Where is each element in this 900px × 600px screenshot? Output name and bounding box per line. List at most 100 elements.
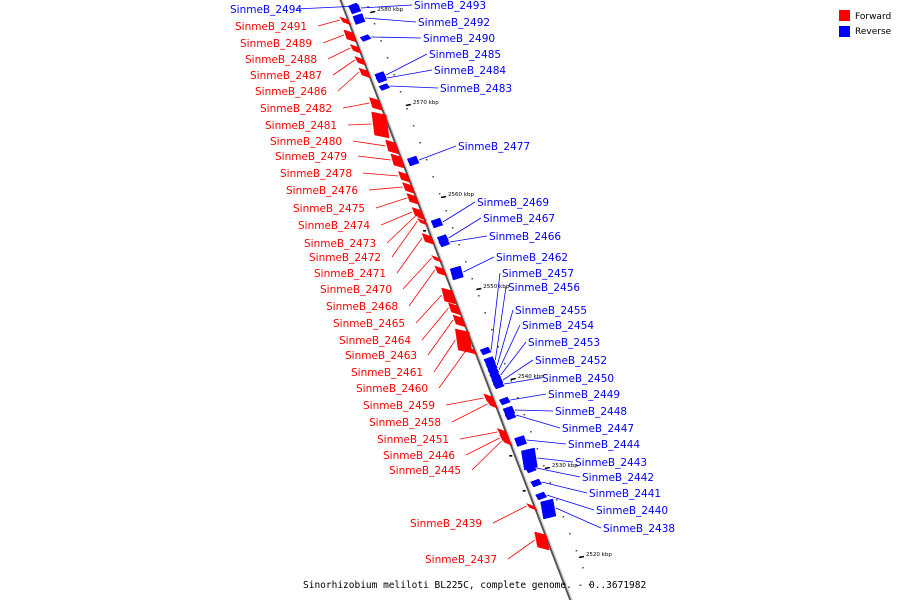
scale-dot [412, 125, 415, 127]
gene-body [514, 435, 527, 447]
forward-gene-arrow [525, 502, 539, 512]
reverse-gene-label: SinmeB_2454 [522, 320, 594, 332]
reverse-gene-label: SinmeB_2455 [515, 305, 587, 317]
tick-mark [440, 195, 447, 199]
reverse-gene-label: SinmeB_2490 [423, 33, 495, 45]
reverse-leader-line [541, 481, 588, 494]
forward-gene-label: SinmeB_2437 [425, 554, 497, 566]
reverse-leader-line [389, 85, 439, 89]
gene-body [414, 212, 427, 222]
forward-gene-label: SinmeB_2479 [275, 151, 347, 163]
forward-gene-arrow [465, 346, 479, 356]
reverse-gene-arrow [504, 411, 517, 421]
reverse-gene-label: SinmeB_2444 [568, 439, 640, 451]
scale-dot [569, 533, 571, 535]
forward-gene-label: SinmeB_2446 [383, 450, 455, 462]
forward-leader-line [375, 197, 407, 209]
forward-gene-label: SinmeB_2478 [280, 168, 352, 180]
reverse-leader-line [515, 414, 561, 429]
reverse-leader-line [463, 256, 495, 273]
gene-body [492, 380, 505, 390]
reverse-leader-line [496, 309, 514, 366]
forward-leader-line [427, 319, 454, 356]
scale-dot [445, 210, 447, 212]
forward-gene-arrow [452, 314, 466, 328]
reverse-leader-line [500, 341, 527, 376]
scale-dot [536, 448, 539, 450]
reverse-gene-arrow [498, 396, 511, 406]
forward-gene-arrow [397, 171, 411, 183]
gene-body [390, 153, 405, 169]
reverse-gene-label: SinmeB_2466 [489, 231, 561, 243]
tick-marks: 2580 kbp 2570 kbp 2560 kbp 2550 kbp 2540 kbp… [348, 6, 612, 586]
forward-leader-line [451, 403, 488, 423]
forward-gene-label: SinmeB_2458 [369, 417, 441, 429]
forward-gene-arrow [434, 265, 448, 277]
gene-body [348, 3, 362, 15]
reverse-gene-label: SinmeB_2447 [562, 423, 634, 435]
scale-dot [438, 193, 441, 195]
genome-caption: Sinorhizobium meliloti BL225C, complete … [303, 580, 646, 591]
gene-body [354, 56, 367, 66]
gene-body [448, 302, 462, 316]
genome-backbone [339, 0, 573, 600]
reverse-gene-label: SinmeB_2469 [477, 197, 549, 209]
scale-dot [380, 40, 382, 42]
forward-gene-arrow [339, 16, 352, 26]
reverse-leader-line [536, 467, 581, 478]
gene-body [343, 29, 357, 43]
tick-mark [476, 287, 482, 291]
forward-gene-label: SinmeB_2482 [260, 103, 332, 115]
forward-leader-line [438, 349, 467, 389]
forward-gene-label: SinmeB_2468 [326, 301, 398, 313]
forward-leader-line [332, 59, 356, 76]
reverse-gene-arrow [514, 435, 527, 447]
forward-leader-line [352, 140, 386, 147]
forward-leader-line [368, 186, 403, 191]
feature-marker [509, 455, 513, 457]
scale-dot [562, 516, 565, 518]
reverse-gene-arrow [438, 238, 451, 248]
reverse-gene-label: SinmeB_2494 [230, 4, 302, 16]
gene-body [498, 396, 511, 406]
reverse-gene-label: SinmeB_2448 [555, 406, 627, 418]
forward-gene-label: SinmeB_2471 [314, 268, 386, 280]
forward-gene-label: SinmeB_2476 [286, 185, 358, 197]
forward-gene-arrow [385, 139, 400, 155]
forward-leader-line [327, 47, 351, 60]
legend-reverse-label: Reverse [855, 27, 892, 37]
forward-gene-arrow [534, 531, 550, 551]
forward-leader-line [492, 505, 527, 524]
leader-lines [295, 4, 602, 560]
forward-leader-line [342, 102, 370, 109]
forward-gene-label: SinmeB_2487 [250, 70, 322, 82]
reverse-leader-line [504, 377, 541, 385]
gene-body [416, 217, 429, 227]
forward-gene-arrow [402, 182, 416, 194]
gene-body [352, 13, 366, 25]
gene-body [430, 217, 444, 229]
reverse-gene-label: SinmeB_2449 [548, 389, 620, 401]
tick-mark [510, 377, 516, 381]
forward-leader-line [337, 71, 360, 92]
reverse-gene-arrow [492, 380, 505, 390]
forward-leader-line [380, 211, 413, 226]
gene-body [500, 437, 514, 447]
reverse-gene-arrow [375, 74, 388, 84]
forward-gene-arrow [483, 393, 497, 405]
forward-leader-line [408, 269, 436, 307]
forward-gene-label: SinmeB_2459 [363, 400, 435, 412]
forward-leader-line [402, 257, 432, 290]
tick-label: 2530 kbp [552, 463, 578, 469]
tick-label: 2580 kbp [377, 7, 403, 13]
reverse-gene-label: SinmeB_2438 [603, 523, 675, 535]
forward-leader-line [471, 440, 502, 471]
scale-dot [471, 278, 473, 280]
tick-label: 2560 kbp [448, 192, 474, 198]
gene-body [465, 346, 479, 356]
scale-dot [504, 363, 506, 365]
reverse-gene-label: SinmeB_2443 [575, 457, 647, 469]
reverse-gene-arrow [352, 13, 366, 25]
scale-dot [575, 550, 578, 552]
